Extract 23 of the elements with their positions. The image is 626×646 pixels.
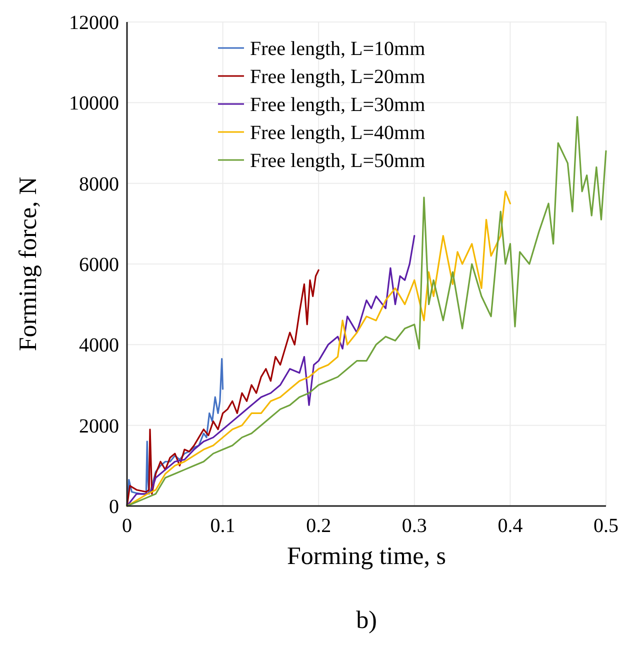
legend-label: Free length, L=30mm bbox=[250, 94, 426, 116]
y-tick-label: 4000 bbox=[79, 334, 119, 357]
line-series bbox=[126, 358, 224, 507]
y-axis-title: Forming force, N bbox=[15, 176, 42, 352]
y-tick-label: 10000 bbox=[69, 92, 119, 115]
y-tick-label: 6000 bbox=[79, 254, 119, 276]
x-tick-label: 0.2 bbox=[306, 515, 332, 537]
x-tick-label: 0.4 bbox=[498, 515, 523, 537]
line-series bbox=[126, 234, 416, 507]
x-tick-label: 0.1 bbox=[210, 515, 236, 537]
y-tick-label: 12000 bbox=[69, 12, 119, 34]
y-tick-label: 0 bbox=[109, 496, 119, 518]
x-axis-title: Forming time, s bbox=[286, 543, 446, 570]
y-tick-label: 8000 bbox=[79, 173, 119, 196]
legend-label: Free length, L=50mm bbox=[250, 150, 426, 172]
legend-label: Free length, L=20mm bbox=[250, 66, 426, 88]
text: b) bbox=[356, 607, 377, 634]
line-series bbox=[126, 190, 511, 507]
x-tick-label: 0.5 bbox=[594, 515, 618, 537]
legend-label: Free length, L=10mm bbox=[250, 38, 426, 60]
x-tick-label: 0.3 bbox=[402, 515, 427, 537]
y-tick-label: 2000 bbox=[79, 415, 119, 438]
legend-label: Free length, L=40mm bbox=[250, 122, 426, 144]
